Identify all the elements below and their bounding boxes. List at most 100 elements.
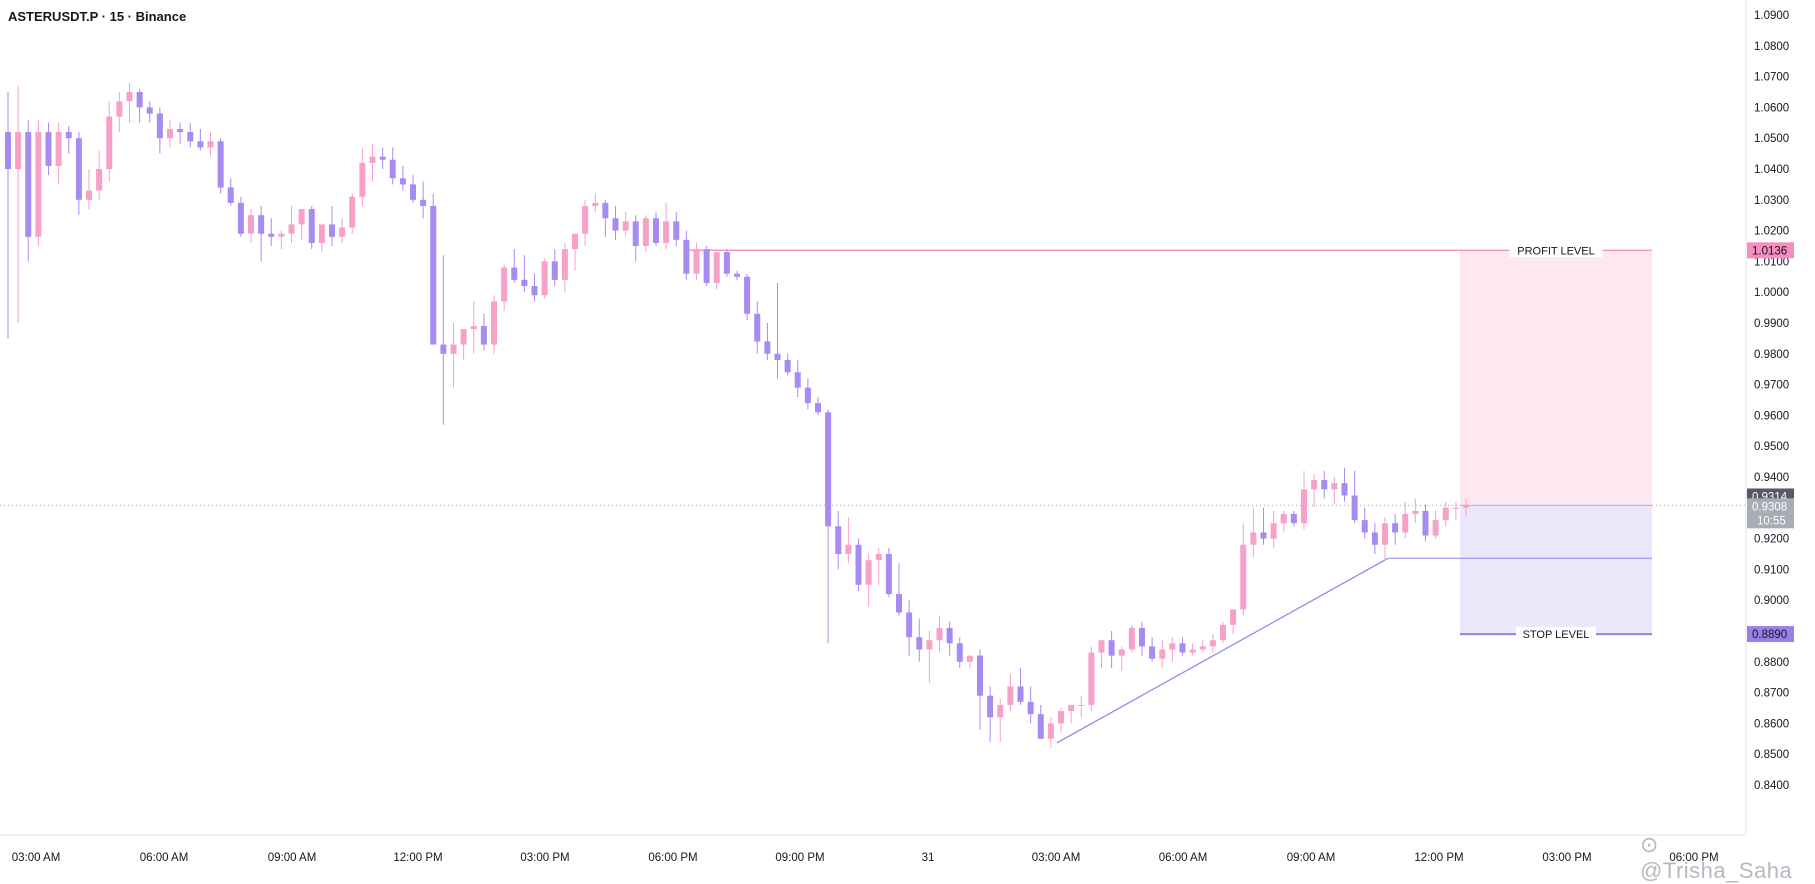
candle-body[interactable]	[744, 276, 751, 314]
candle-body[interactable]	[825, 412, 832, 527]
candle-body[interactable]	[1452, 507, 1459, 509]
candle-body[interactable]	[713, 252, 720, 283]
candle-body[interactable]	[673, 221, 680, 240]
candle-body[interactable]	[1058, 711, 1064, 724]
candle-body[interactable]	[1270, 523, 1277, 539]
candle-body[interactable]	[126, 92, 133, 102]
candle-body[interactable]	[1341, 483, 1348, 496]
candle-body[interactable]	[855, 544, 862, 585]
candle-body[interactable]	[480, 326, 487, 345]
candle-body[interactable]	[359, 162, 366, 197]
candle-body[interactable]	[1402, 513, 1409, 533]
candle-body[interactable]	[207, 141, 214, 148]
candle-body[interactable]	[298, 209, 305, 225]
candle-body[interactable]	[1301, 489, 1307, 524]
candle-body[interactable]	[784, 359, 791, 373]
candle-body[interactable]	[268, 233, 275, 237]
candle-body[interactable]	[1098, 640, 1105, 653]
candle-body[interactable]	[612, 218, 619, 231]
candle-body[interactable]	[531, 286, 538, 296]
candle-body[interactable]	[1351, 495, 1358, 521]
candle-body[interactable]	[491, 301, 497, 345]
candle-body[interactable]	[1250, 532, 1257, 545]
candle-body[interactable]	[1199, 646, 1206, 650]
candle-body[interactable]	[977, 655, 983, 696]
candle-body[interactable]	[349, 196, 356, 228]
candle-body[interactable]	[450, 344, 457, 354]
candle-body[interactable]	[288, 224, 295, 234]
candle-body[interactable]	[1361, 520, 1368, 533]
candle-body[interactable]	[1139, 627, 1145, 647]
candle-body[interactable]	[86, 190, 92, 200]
candle-body[interactable]	[430, 205, 437, 345]
candle-body[interactable]	[65, 132, 72, 139]
candle-body[interactable]	[966, 655, 973, 662]
candle-body[interactable]	[997, 704, 1004, 718]
candle-body[interactable]	[936, 627, 943, 641]
candle-body[interactable]	[1392, 523, 1399, 533]
candle-body[interactable]	[1240, 544, 1247, 610]
candle-body[interactable]	[987, 695, 994, 718]
candle-body[interactable]	[1128, 627, 1135, 650]
candle-body[interactable]	[946, 627, 953, 644]
candle-body[interactable]	[1311, 480, 1318, 490]
candle-body[interactable]	[308, 209, 315, 243]
candle-body[interactable]	[582, 205, 589, 234]
candle-body[interactable]	[146, 107, 153, 114]
candle-body[interactable]	[35, 132, 42, 237]
candle-body[interactable]	[1189, 649, 1196, 653]
candle-body[interactable]	[916, 637, 923, 650]
candle-body[interactable]	[106, 116, 113, 169]
candle-body[interactable]	[774, 353, 781, 360]
candle-body[interactable]	[399, 178, 406, 185]
candle-body[interactable]	[420, 199, 427, 206]
candle-body[interactable]	[1088, 652, 1095, 705]
candle-body[interactable]	[511, 267, 518, 280]
candle-body[interactable]	[592, 202, 599, 206]
candle-body[interactable]	[885, 554, 892, 595]
candle-body[interactable]	[906, 612, 913, 638]
candle-body[interactable]	[1463, 504, 1469, 508]
candle-body[interactable]	[1037, 714, 1044, 739]
candle-body[interactable]	[15, 132, 22, 169]
candle-body[interactable]	[521, 279, 528, 287]
candle-body[interactable]	[136, 92, 143, 108]
candle-body[interactable]	[1149, 646, 1156, 659]
candle-body[interactable]	[167, 128, 173, 139]
candle-body[interactable]	[683, 239, 690, 274]
candle-body[interactable]	[572, 233, 578, 250]
candle-body[interactable]	[835, 526, 842, 554]
candle-body[interactable]	[1260, 532, 1267, 539]
candle-body[interactable]	[815, 403, 821, 413]
candle-body[interactable]	[177, 128, 184, 133]
candle-body[interactable]	[1159, 649, 1166, 659]
candle-body[interactable]	[794, 372, 801, 388]
candle-body[interactable]	[501, 267, 508, 302]
candle-body[interactable]	[1078, 704, 1085, 706]
candle-body[interactable]	[329, 224, 335, 237]
candle-body[interactable]	[845, 544, 852, 554]
candle-body[interactable]	[734, 273, 740, 277]
candle-body[interactable]	[410, 184, 416, 200]
candle-body[interactable]	[1027, 701, 1034, 715]
candle-body[interactable]	[187, 132, 194, 142]
candle-body[interactable]	[217, 141, 224, 188]
candle-body[interactable]	[1442, 507, 1449, 521]
candle-body[interactable]	[1017, 686, 1024, 702]
candle-body[interactable]	[541, 261, 548, 296]
candle-body[interactable]	[723, 252, 730, 274]
candle-body[interactable]	[1007, 686, 1014, 705]
candle-body[interactable]	[1068, 704, 1075, 712]
candle-body[interactable]	[1280, 513, 1287, 524]
candle-body[interactable]	[622, 221, 629, 231]
candle-body[interactable]	[55, 132, 62, 166]
candle-body[interactable]	[956, 643, 963, 662]
candle-body[interactable]	[804, 387, 811, 404]
candle-body[interactable]	[278, 233, 285, 237]
candle-body[interactable]	[663, 221, 670, 243]
candle-body[interactable]	[1290, 513, 1297, 524]
candle-body[interactable]	[45, 132, 52, 166]
candle-body[interactable]	[379, 156, 386, 160]
candle-body[interactable]	[703, 249, 710, 283]
